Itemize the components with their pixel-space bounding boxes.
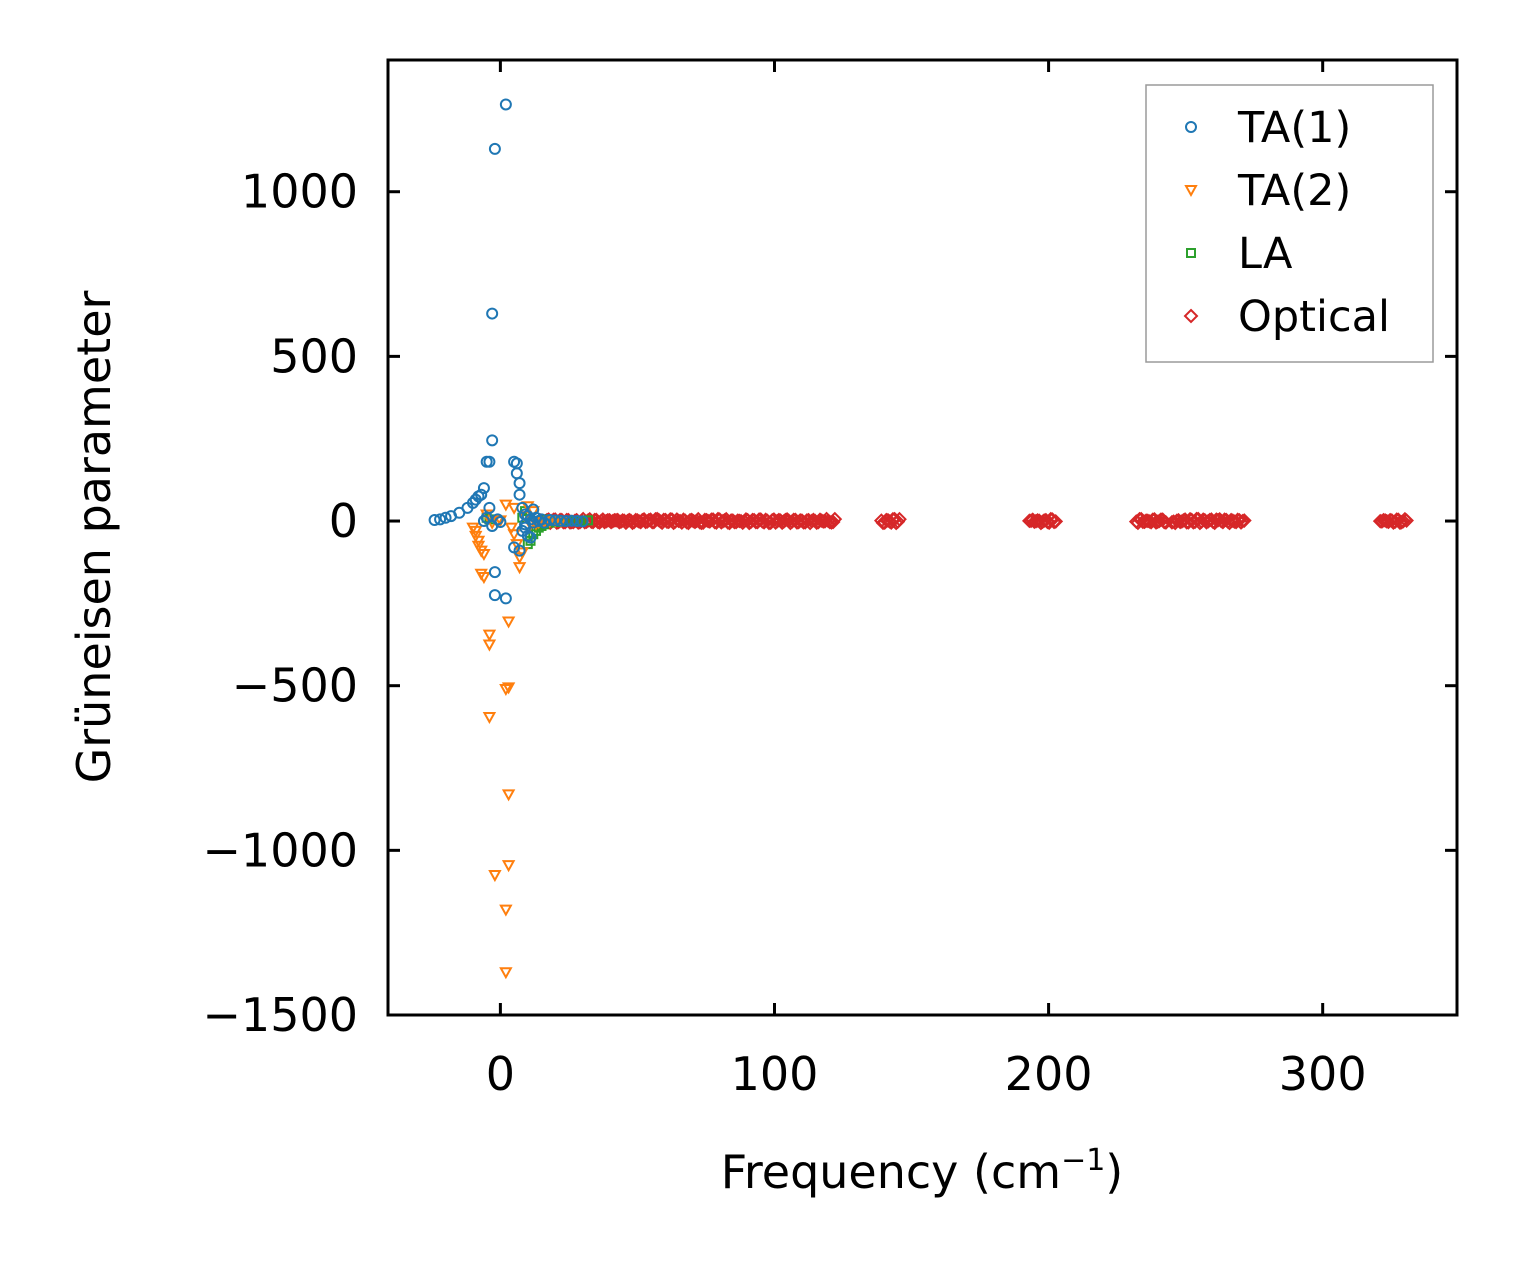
data-point [488, 589, 501, 602]
data-point [507, 529, 521, 542]
data-marks [428, 98, 1414, 980]
data-point [549, 514, 562, 527]
data-point [516, 501, 529, 514]
legend-label: Optical [1238, 292, 1390, 342]
axis-ticks [388, 60, 1457, 1017]
data-point [499, 967, 513, 980]
data-point [827, 511, 843, 527]
data-point [474, 568, 488, 581]
data-point [499, 499, 513, 512]
data-point [491, 513, 504, 526]
legend-marker [1183, 308, 1199, 324]
data-point [482, 629, 497, 642]
data-point [543, 514, 556, 527]
legend-label: TA(2) [1237, 166, 1351, 216]
data-point [494, 516, 507, 529]
data-point [477, 482, 490, 495]
tick-labels: 0 100 200 300 −1500 −1000 −500 0 500 1000 [202, 165, 1366, 1101]
data-point [513, 477, 526, 490]
data-point [519, 521, 532, 534]
data-point [445, 510, 458, 523]
y-axis-label: Grüneisen parameter [67, 290, 121, 783]
data-point [524, 531, 537, 544]
data-point [501, 682, 516, 695]
data-point [499, 683, 513, 697]
y-tick-label: −1500 [202, 988, 358, 1042]
data-point [488, 870, 502, 883]
legend-label: LA [1238, 229, 1293, 279]
data-point [488, 566, 501, 579]
legend-marker [1184, 185, 1198, 198]
data-point [486, 307, 499, 320]
legend-entry: Optical [1183, 292, 1390, 342]
data-point [527, 503, 540, 516]
series-ta-1- [428, 98, 589, 605]
data-point [565, 514, 578, 527]
data-point [499, 592, 512, 605]
x-axis-label: Frequency (cm−1) [721, 1143, 1124, 1199]
data-point [469, 493, 482, 506]
data-point [535, 513, 548, 526]
data-point [553, 516, 568, 529]
x-axis-label-suffix: ) [1105, 1145, 1123, 1199]
x-axis-label-superscript: −1 [1061, 1143, 1105, 1178]
x-tick-label: 0 [486, 1047, 515, 1101]
data-point [466, 522, 480, 535]
data-point [428, 514, 441, 527]
legend: TA(1) TA(2) LA Optical [1145, 84, 1434, 363]
y-tick-label: 500 [270, 329, 358, 383]
legend-marker [1186, 248, 1196, 258]
data-point [480, 455, 493, 468]
plot-frame [386, 58, 1459, 1017]
data-point [892, 511, 907, 527]
legend-entry: TA(2) [1184, 166, 1351, 216]
data-point [439, 511, 452, 524]
data-point [471, 540, 486, 553]
data-point [501, 789, 516, 802]
y-tick-label: −1000 [202, 823, 358, 877]
data-point [576, 515, 589, 528]
legend-entry: TA(1) [1185, 103, 1351, 153]
data-point [499, 98, 512, 111]
data-point [1048, 514, 1064, 529]
data-point [486, 434, 499, 447]
x-axis-label-main: Frequency (cm [721, 1145, 1061, 1199]
y-tick-label: −500 [232, 659, 358, 713]
y-tick-label: 1000 [241, 165, 358, 219]
data-point [480, 511, 493, 524]
x-tick-label: 100 [731, 1047, 819, 1101]
data-point [513, 544, 526, 557]
data-point [488, 142, 501, 155]
data-point [504, 522, 519, 535]
data-point [1399, 513, 1414, 528]
data-point [469, 530, 483, 543]
data-point [501, 860, 516, 873]
y-tick-label: 0 [329, 494, 358, 548]
data-point [434, 513, 447, 526]
x-tick-label: 300 [1279, 1047, 1367, 1101]
data-point [499, 904, 513, 917]
data-point [571, 515, 584, 528]
x-tick-label: 200 [1005, 1047, 1093, 1101]
data-point [479, 509, 494, 522]
data-point [501, 616, 516, 629]
legend-marker [1185, 121, 1197, 133]
data-point [513, 488, 526, 501]
data-point [1236, 513, 1252, 528]
legend-entry: LA [1186, 229, 1293, 279]
legend-label: TA(1) [1237, 103, 1351, 153]
data-point [482, 711, 497, 725]
